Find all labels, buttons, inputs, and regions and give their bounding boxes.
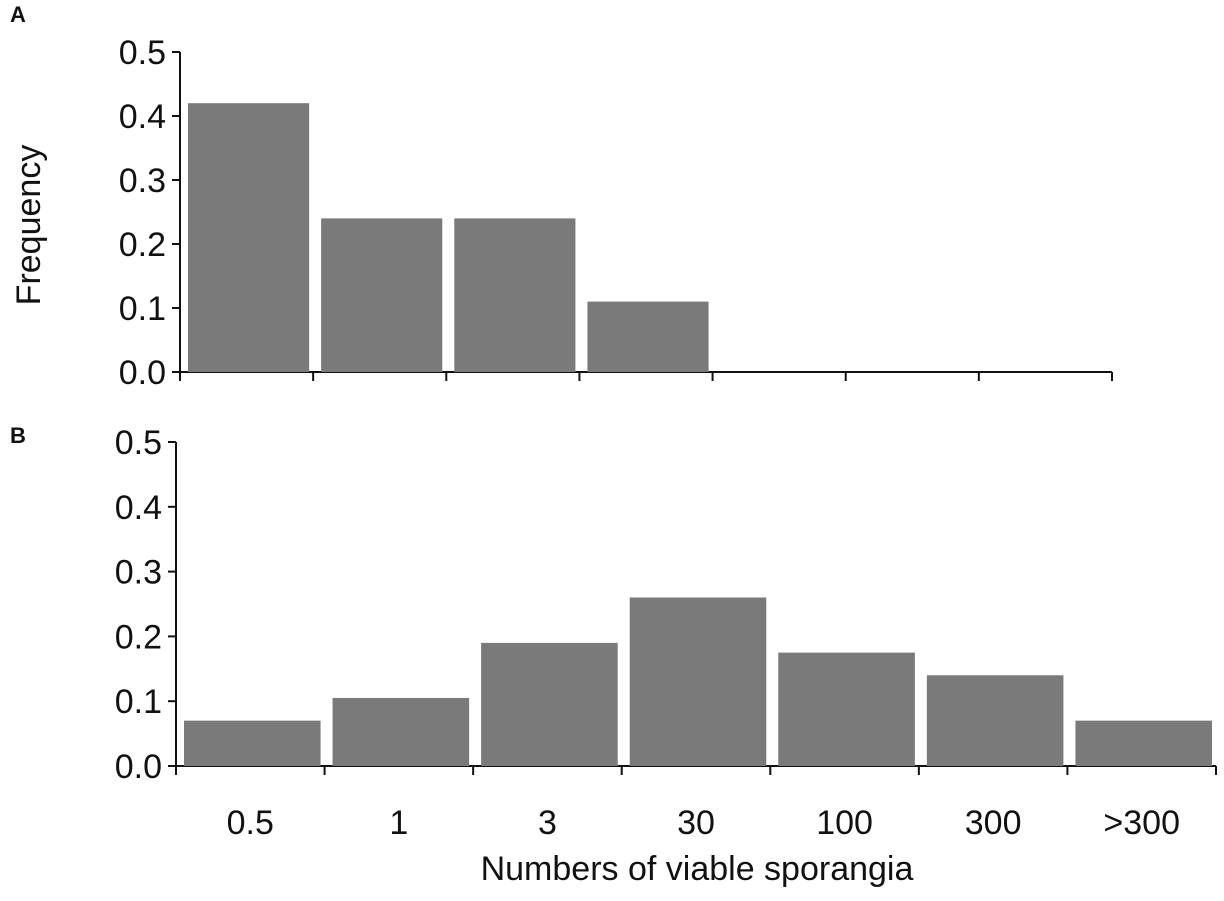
- panel-b-x-axis-title: Numbers of viable sporangia: [481, 850, 914, 888]
- panel-b-label: B: [10, 423, 26, 448]
- panel-b-y-tick-label: 0.3: [115, 554, 162, 592]
- panel-a-y-tick-label: 0.5: [119, 34, 166, 72]
- panel-b-x-tick-labels: 0.5 1 3 30 100 300 >300: [227, 804, 1180, 842]
- panel-b-y-tick-label: 0.1: [115, 683, 162, 721]
- panel-a-y-axis-title: Frequency: [10, 145, 48, 306]
- panel-a-y-tick-label: 0.3: [119, 162, 166, 200]
- panel-b-bar: [1075, 720, 1212, 766]
- panel-b-y-tick-label: 0.0: [115, 748, 162, 786]
- panel-a-y-tick-label: 0.2: [119, 226, 166, 264]
- panel-a-label: A: [10, 2, 26, 27]
- panel-b-bar: [629, 597, 767, 766]
- panel-b-x-tick-label: 1: [389, 804, 408, 842]
- panel-a-y-tick-label: 0.0: [119, 354, 166, 392]
- panel-b-bar: [926, 675, 1064, 766]
- panel-a-y-tick-labels: 0.0 0.1 0.2 0.3 0.4 0.5: [119, 34, 166, 392]
- panel-a-bars: [188, 103, 709, 372]
- panel-a-bar: [321, 218, 443, 372]
- panel-b-y-tick-label: 0.2: [115, 618, 162, 656]
- panel-b-x-tick-label: >300: [1103, 804, 1180, 842]
- panel-b-bar: [184, 720, 321, 766]
- panel-a-bar: [188, 103, 310, 372]
- panel-a-y-tick-label: 0.4: [119, 98, 166, 136]
- panel-b-y-tick-label: 0.5: [115, 424, 162, 462]
- panel-b: B 0.0 0.1 0.2 0.3 0.4 0.5 0.5 1 3 30 100 300 >300 N…: [10, 423, 1217, 888]
- panel-b-x-tick-label: 100: [816, 804, 873, 842]
- panel-b-bar: [332, 697, 470, 766]
- panel-a-y-tick-label: 0.1: [119, 290, 166, 328]
- panel-b-x-tick-label: 30: [677, 804, 715, 842]
- panel-a-bar: [454, 218, 576, 372]
- panel-a: A Frequency 0.0 0.1 0.2 0.3 0.4 0.5: [10, 2, 1113, 392]
- panel-b-bar: [481, 642, 618, 766]
- panel-b-x-tick-label: 3: [538, 804, 557, 842]
- panel-b-x-tick-label: 0.5: [227, 804, 274, 842]
- panel-b-bar: [778, 652, 915, 766]
- panel-a-bar: [587, 301, 709, 372]
- panel-b-y-tick-labels: 0.0 0.1 0.2 0.3 0.4 0.5: [115, 424, 162, 786]
- panel-b-y-tick-label: 0.4: [115, 489, 162, 527]
- panel-b-x-tick-label: 300: [965, 804, 1022, 842]
- panel-b-bars: [184, 597, 1212, 766]
